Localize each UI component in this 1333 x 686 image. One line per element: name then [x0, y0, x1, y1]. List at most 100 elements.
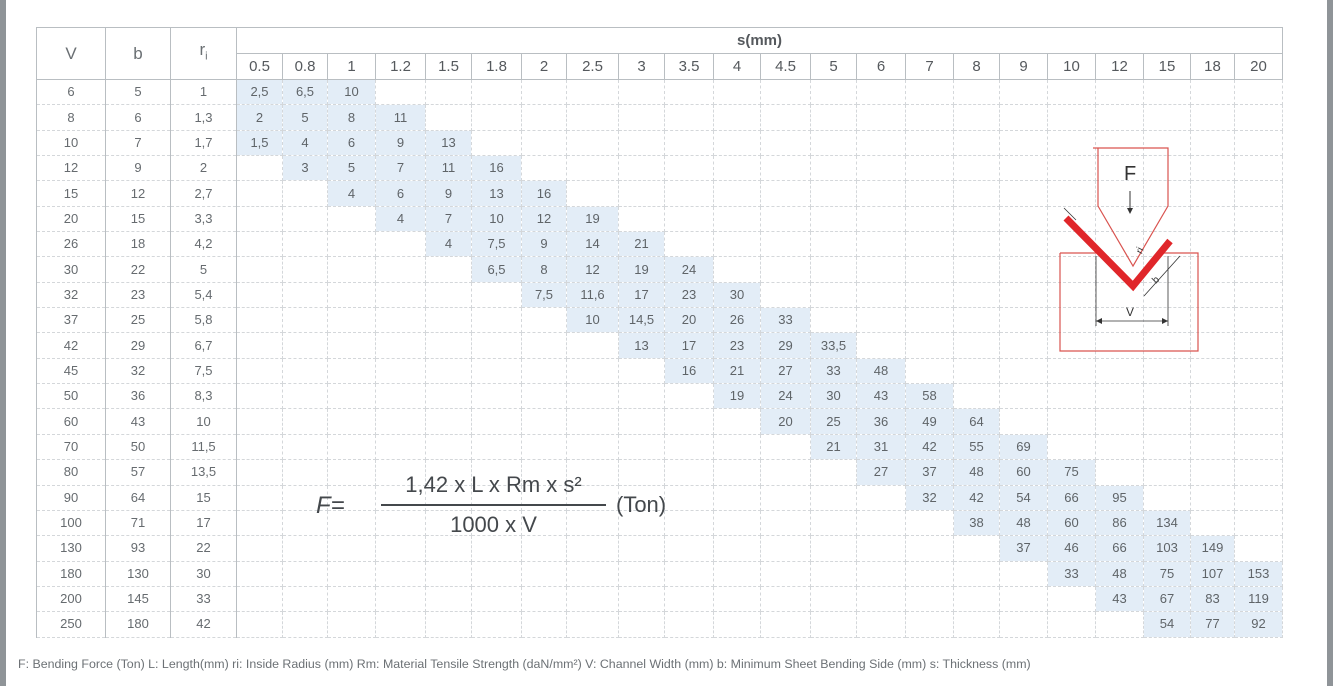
empty-cell	[566, 433, 619, 461]
empty-cell	[905, 231, 954, 258]
empty-cell	[713, 433, 761, 461]
row-radius-cell: 10	[170, 408, 237, 435]
empty-cell	[664, 78, 714, 106]
empty-cell	[327, 256, 376, 283]
empty-cell	[760, 104, 811, 131]
v-arrow-right	[1162, 318, 1168, 324]
empty-cell	[1234, 231, 1283, 258]
force-value-cell: 64	[953, 408, 1000, 435]
row-radius-cell: 22	[170, 535, 237, 562]
formula-unit: (Ton)	[616, 492, 667, 517]
formula-numerator: 1,42 x L x Rm x s²	[405, 472, 582, 497]
ri-symbol: r	[199, 40, 206, 60]
empty-cell	[1095, 307, 1144, 334]
col-header-ri: ri	[170, 27, 237, 80]
force-value-cell: 11,6	[566, 281, 619, 309]
empty-cell	[856, 307, 906, 334]
empty-cell	[1234, 307, 1283, 334]
thickness-col-header: 3	[618, 53, 665, 80]
table-row: 26 18 4,2 4 7,5 9 14 21	[36, 231, 1283, 258]
row-radius-cell: 4,2	[170, 231, 237, 258]
empty-cell	[618, 357, 665, 385]
force-value-cell: 54	[1143, 611, 1191, 638]
force-value-cell: 21	[618, 231, 665, 258]
empty-cell	[425, 357, 472, 385]
empty-cell	[425, 535, 472, 562]
force-value-cell: 20	[760, 408, 811, 435]
empty-cell	[953, 357, 1000, 385]
force-value-cell: 21	[713, 357, 761, 385]
force-value-cell: 48	[1095, 560, 1144, 587]
row-radius-cell: 3,3	[170, 205, 237, 233]
empty-cell	[236, 332, 283, 359]
empty-cell	[760, 180, 811, 207]
empty-cell	[1143, 484, 1191, 511]
empty-cell	[618, 129, 665, 157]
empty-cell	[1234, 535, 1283, 562]
force-value-cell: 31	[856, 433, 906, 461]
empty-cell	[1143, 408, 1191, 435]
bent-sheet	[1063, 215, 1173, 292]
empty-cell	[760, 129, 811, 157]
empty-cell	[810, 484, 857, 511]
v-arrow-left	[1096, 318, 1102, 324]
force-value-cell: 11	[375, 104, 426, 131]
row-b-cell: 64	[105, 484, 171, 511]
empty-cell	[905, 281, 954, 309]
press-brake-diagram: F s ri b V	[1059, 147, 1199, 352]
empty-cell	[236, 459, 283, 486]
empty-cell	[810, 205, 857, 233]
empty-cell	[905, 357, 954, 385]
table-row: 30 22 5 6,5 8 12 19 24	[36, 256, 1283, 283]
empty-cell	[999, 155, 1048, 182]
empty-cell	[713, 509, 761, 537]
thickness-col-header: 7	[905, 53, 954, 80]
empty-cell	[236, 357, 283, 385]
row-v-cell: 10	[36, 129, 106, 157]
thickness-col-header: 6	[856, 53, 906, 80]
empty-cell	[471, 332, 522, 359]
empty-cell	[856, 332, 906, 359]
empty-cell	[905, 104, 954, 131]
row-v-cell: 130	[36, 535, 106, 562]
empty-cell	[566, 408, 619, 435]
empty-cell	[1047, 155, 1096, 182]
empty-cell	[282, 357, 328, 385]
legend-text: F: Bending Force (Ton) L: Length(mm) ri:…	[18, 657, 1031, 671]
row-b-cell: 23	[105, 281, 171, 309]
empty-cell	[999, 332, 1048, 359]
force-value-cell: 60	[1047, 509, 1096, 537]
empty-cell	[856, 560, 906, 587]
empty-cell	[953, 307, 1000, 334]
empty-cell	[1234, 104, 1283, 131]
empty-cell	[1190, 357, 1235, 385]
empty-cell	[713, 585, 761, 613]
force-value-cell: 33	[1047, 560, 1096, 587]
force-value-cell: 10	[566, 307, 619, 334]
empty-cell	[236, 383, 283, 410]
empty-cell	[1234, 180, 1283, 207]
empty-cell	[999, 357, 1048, 385]
thickness-col-header: 5	[810, 53, 857, 80]
empty-cell	[905, 509, 954, 537]
empty-cell	[905, 611, 954, 638]
empty-cell	[375, 459, 426, 486]
table-row: 10 7 1,7 1,5 4 6 9 13	[36, 129, 1283, 157]
empty-cell	[810, 585, 857, 613]
force-value-cell: 4	[425, 231, 472, 258]
empty-cell	[282, 509, 328, 537]
empty-cell	[810, 560, 857, 587]
force-value-cell: 48	[999, 509, 1048, 537]
table-row: 6 5 1 2,5 6,5 10	[36, 78, 1283, 106]
empty-cell	[1234, 408, 1283, 435]
empty-cell	[521, 560, 567, 587]
force-value-cell: 7	[425, 205, 472, 233]
row-radius-cell: 5	[170, 256, 237, 283]
empty-cell	[521, 332, 567, 359]
row-b-cell: 6	[105, 104, 171, 131]
row-b-cell: 145	[105, 585, 171, 613]
empty-cell	[953, 231, 1000, 258]
thickness-col-header: 0.8	[282, 53, 328, 80]
empty-cell	[566, 560, 619, 587]
force-value-cell: 37	[999, 535, 1048, 562]
